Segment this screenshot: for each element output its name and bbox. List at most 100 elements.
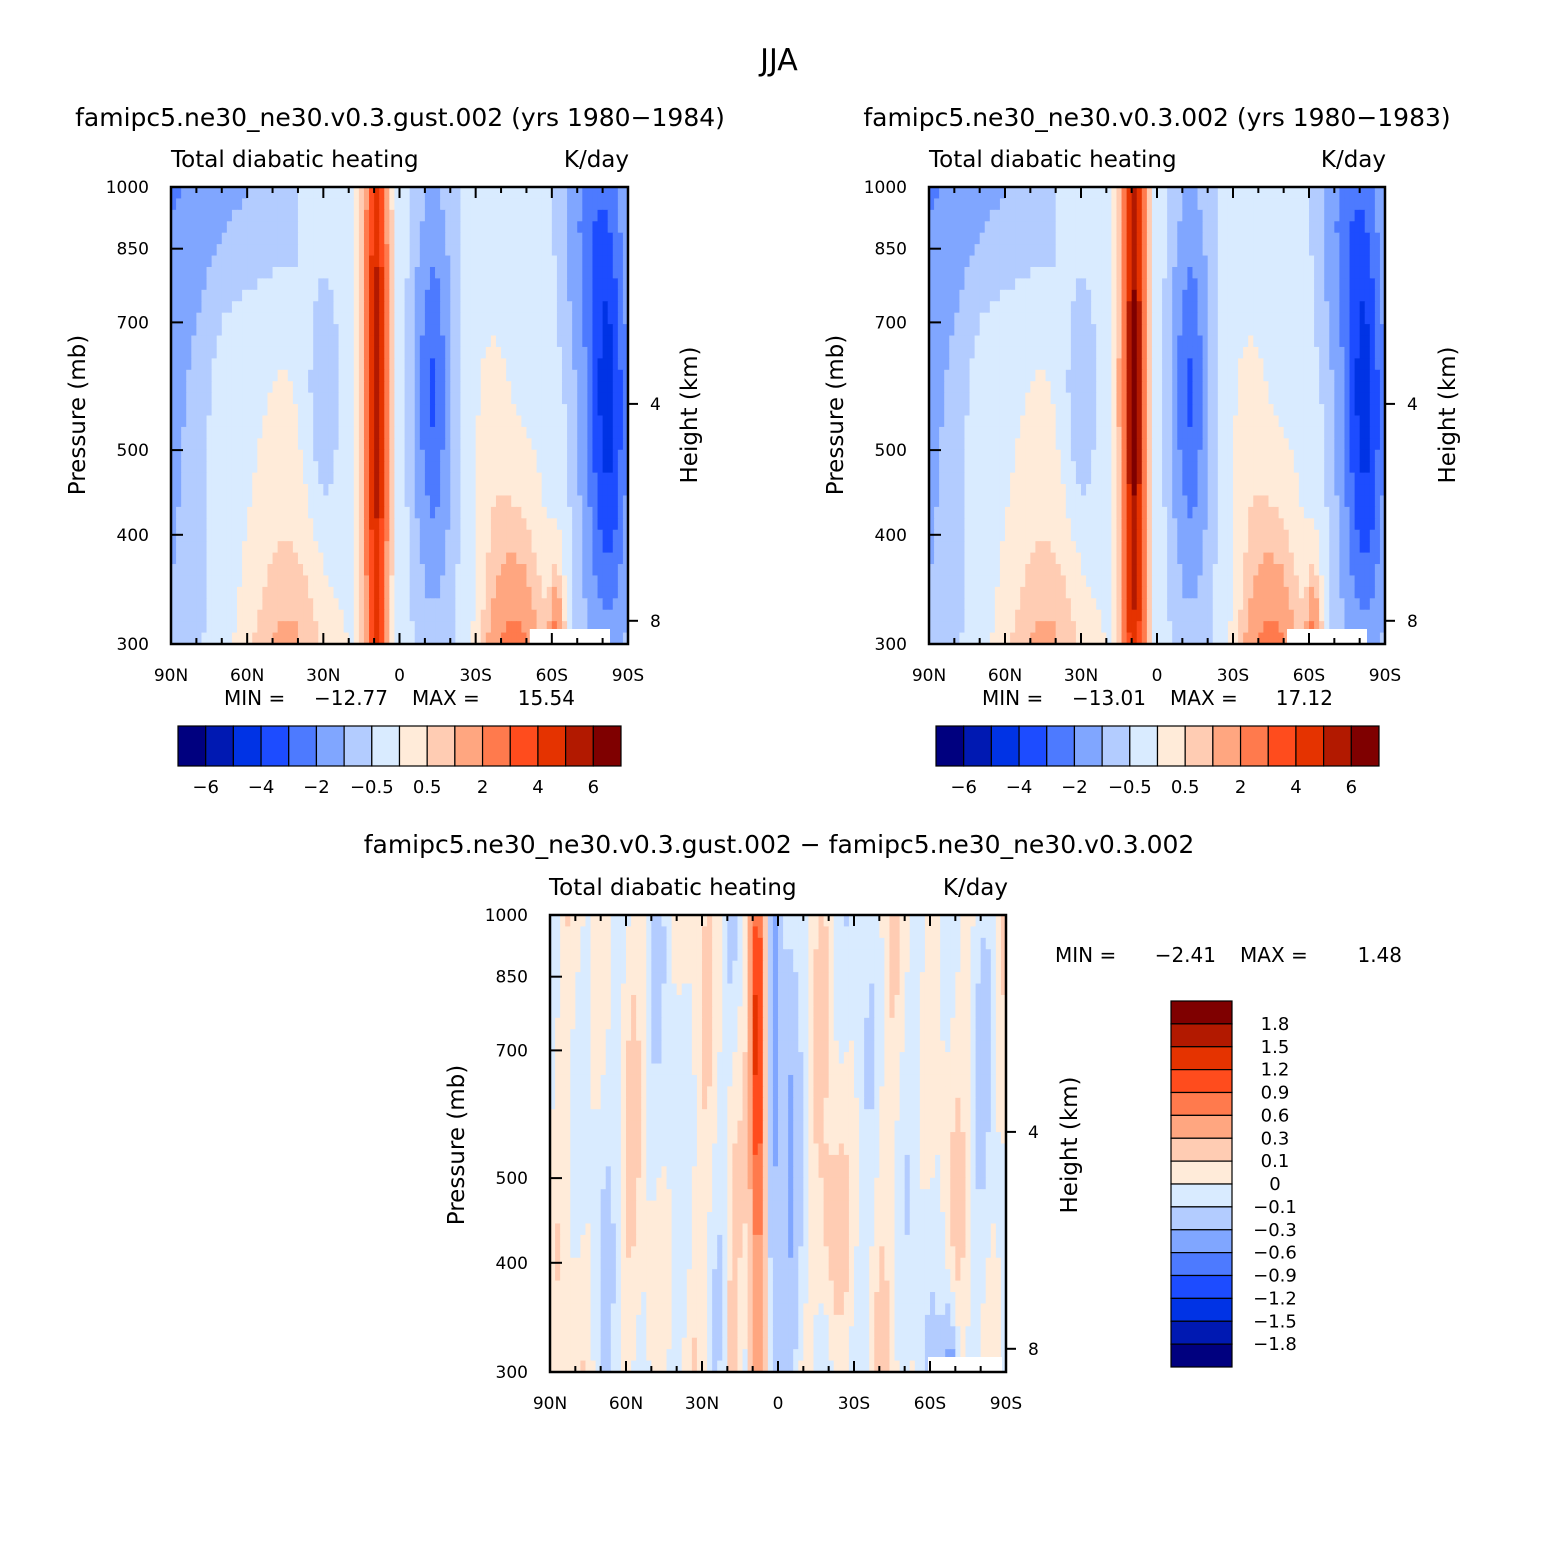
panel-gust-title: famipc5.ne30_ne30.v0.3.gust.002 (yrs 198… (75, 103, 725, 132)
field-cell (1141, 324, 1148, 337)
field-cell (445, 221, 451, 234)
field-cell (607, 381, 614, 394)
field-cell (1248, 312, 1254, 325)
field-cell (435, 529, 441, 542)
field-cell (206, 609, 213, 622)
field-cell (944, 346, 950, 359)
field-cell (252, 518, 258, 531)
field-cell (343, 575, 350, 588)
field-cell (506, 438, 512, 451)
field-cell (196, 495, 203, 508)
field-cell (1197, 244, 1204, 257)
field-cell (323, 346, 330, 359)
field-cell (1162, 209, 1168, 222)
field-cell (541, 472, 548, 485)
field-cell (460, 472, 467, 485)
field-cell (501, 632, 507, 645)
field-cell (1172, 335, 1178, 348)
field-cell (526, 472, 533, 485)
field-cell (272, 541, 279, 554)
field-cell (424, 221, 431, 234)
field-cell (211, 598, 218, 611)
field-cell (1278, 244, 1285, 257)
field-cell (216, 381, 223, 394)
field-cell (541, 541, 548, 554)
field-cell (369, 381, 375, 394)
field-cell (328, 381, 335, 394)
field-cell (501, 335, 507, 348)
field-cell (465, 404, 472, 417)
field-cell (485, 506, 492, 519)
field-cell (237, 598, 243, 611)
field-cell (1233, 278, 1239, 291)
field-cell (485, 609, 492, 622)
field-cell (1268, 198, 1275, 211)
field-cell (277, 438, 284, 451)
field-cell (338, 244, 345, 257)
field-cell (297, 278, 304, 291)
field-cell (1187, 324, 1194, 337)
field-cell (511, 598, 517, 611)
field-cell (592, 598, 599, 611)
field-cell (536, 232, 543, 245)
field-cell (186, 209, 192, 222)
field-cell (561, 255, 568, 268)
field-cell (556, 324, 563, 337)
field-cell (435, 404, 441, 417)
field-cell (455, 472, 462, 485)
field-cell (221, 392, 228, 405)
field-cell (561, 564, 568, 577)
field-cell (440, 404, 446, 417)
field-cell (1172, 232, 1178, 245)
field-cell (495, 506, 502, 519)
field-cell (1334, 324, 1340, 337)
field-cell (567, 438, 573, 451)
field-cell (617, 586, 624, 599)
field-cell (399, 586, 406, 599)
field-cell (231, 438, 238, 451)
field-cell (308, 518, 314, 531)
field-cell (1364, 278, 1371, 291)
field-cell (186, 609, 192, 622)
field-cell (171, 506, 177, 519)
field-cell (1030, 232, 1036, 245)
field-cell (455, 289, 462, 302)
field-cell (318, 575, 324, 588)
field-cell (1293, 244, 1300, 257)
field-cell (546, 449, 553, 462)
field-cell (475, 598, 482, 611)
field-cell (465, 209, 472, 222)
field-cell (1369, 278, 1376, 291)
field-cell (424, 598, 431, 611)
field-cell (1010, 324, 1016, 337)
field-cell (470, 221, 477, 234)
field-cell (323, 255, 330, 268)
field-cell (984, 232, 991, 245)
field-cell (1379, 278, 1386, 291)
field-cell (242, 392, 248, 405)
field-cell (536, 415, 543, 428)
field-cell (1359, 209, 1366, 222)
field-cell (501, 449, 507, 462)
field-cell (1207, 198, 1214, 211)
field-cell (389, 392, 396, 405)
field-cell (979, 209, 986, 222)
field-cell (475, 266, 482, 280)
field-cell (181, 187, 187, 200)
field-cell (1116, 244, 1123, 257)
field-cell (181, 392, 187, 405)
field-cell (237, 495, 243, 508)
field-cell (567, 518, 573, 531)
field-cell (536, 289, 543, 302)
field-cell (282, 312, 289, 325)
field-cell (176, 289, 182, 302)
field-cell (582, 472, 588, 485)
field-cell (379, 289, 385, 302)
field-cell (292, 289, 299, 302)
field-cell (480, 392, 487, 405)
field-cell (1091, 187, 1097, 200)
field-cell (308, 335, 314, 348)
field-cell (1354, 221, 1361, 234)
field-cell (485, 495, 492, 508)
